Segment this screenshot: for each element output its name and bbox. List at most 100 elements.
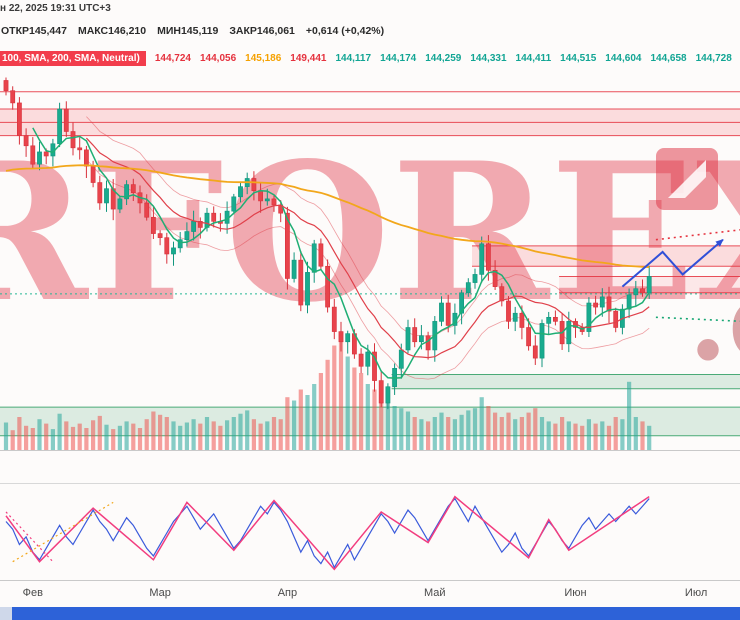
- candle: [298, 259, 304, 306]
- candle: [599, 296, 605, 308]
- change-value: +0,614 (+0,42%): [305, 25, 385, 37]
- candle: [258, 190, 263, 202]
- month-label[interactable]: Июн: [564, 587, 586, 599]
- candle: [97, 182, 103, 204]
- volume-bar: [117, 425, 122, 450]
- bottom-scrollbar-notch[interactable]: [0, 607, 12, 620]
- month-label[interactable]: Апр: [278, 587, 297, 599]
- volume-bar: [519, 417, 524, 450]
- candle: [325, 265, 330, 308]
- volume-bar: [472, 408, 478, 450]
- volume-bar: [432, 417, 437, 450]
- oscillator-line: [5, 497, 650, 569]
- indicator-value: 144,174: [380, 53, 417, 64]
- volume-bar: [184, 422, 189, 450]
- candle: [251, 178, 257, 192]
- volume-bar: [365, 384, 370, 450]
- candle: [606, 296, 612, 312]
- month-label[interactable]: Май: [424, 587, 446, 599]
- candle: [264, 198, 270, 202]
- low-value: МИН145,119: [157, 25, 219, 37]
- volume-bar: [566, 421, 571, 450]
- volume-bar: [533, 408, 538, 450]
- volume-bar: [372, 389, 377, 450]
- ma-projection-red: [655, 229, 740, 241]
- watermark-logo-square: [656, 148, 718, 210]
- indicator-value: 145,186: [245, 53, 282, 64]
- ma-mid: [85, 137, 650, 359]
- candle: [144, 202, 150, 218]
- candle: [117, 198, 123, 210]
- candle: [90, 165, 96, 183]
- indicator-value: 144,728: [695, 53, 732, 64]
- indicator-label-chip[interactable]: 100, SMA, 200, SMA, Neutral): [0, 51, 146, 66]
- volume-bar: [104, 424, 109, 450]
- month-label[interactable]: Июл: [685, 587, 707, 599]
- candle: [398, 349, 404, 369]
- high-value: МАКС146,210: [77, 25, 147, 37]
- volume-bar: [191, 419, 196, 450]
- volume-bar: [486, 406, 491, 450]
- forecast-arrow: [621, 238, 724, 288]
- candle: [439, 302, 444, 322]
- candle: [305, 272, 310, 306]
- candle: [3, 80, 9, 91]
- candle: [445, 302, 451, 326]
- volume-bar: [97, 415, 102, 450]
- candle: [425, 335, 431, 351]
- volume-bars: [3, 340, 652, 450]
- candle: [30, 145, 36, 165]
- volume-bar: [84, 428, 89, 450]
- volume-bar: [271, 417, 277, 450]
- volume-bar: [10, 430, 15, 450]
- candle: [385, 386, 391, 404]
- close-value: ЗАКР146,061: [229, 25, 295, 37]
- volume-bar: [466, 410, 471, 450]
- volume-bar: [526, 412, 531, 450]
- volume-bar: [171, 421, 176, 450]
- volume-bar: [318, 373, 323, 450]
- volume-bar: [164, 417, 169, 450]
- candle: [492, 270, 498, 287]
- volume-bar: [620, 419, 625, 450]
- volume-bar: [198, 423, 203, 450]
- volume-bar: [613, 417, 618, 450]
- volume-bar: [204, 417, 210, 450]
- volume-bar: [151, 411, 156, 450]
- volume-bar: [57, 413, 62, 450]
- volume-bar: [499, 417, 504, 450]
- volume-bar: [439, 412, 444, 450]
- volume-bar: [573, 423, 578, 450]
- volume-bar: [3, 422, 9, 450]
- candle: [157, 233, 163, 238]
- indicator-value: 144,658: [650, 53, 687, 64]
- candle: [104, 188, 109, 204]
- candle: [338, 331, 344, 343]
- candle: [284, 212, 290, 279]
- month-label[interactable]: Фев: [23, 587, 43, 599]
- bottom-scrollbar[interactable]: [0, 607, 740, 620]
- volume-bar: [426, 421, 431, 450]
- candle: [566, 321, 572, 345]
- volume-bar: [586, 419, 591, 450]
- candle: [459, 292, 464, 314]
- candle: [124, 184, 129, 200]
- ma-projection-green: [655, 316, 740, 323]
- candle: [291, 259, 297, 279]
- watermark-forex-text: RFOREX: [0, 121, 740, 344]
- volume-bar: [17, 417, 22, 450]
- candle: [512, 312, 518, 322]
- candle: [345, 333, 351, 343]
- volume-bar: [305, 395, 310, 450]
- ma-slow: [5, 164, 650, 268]
- volume-bar: [633, 417, 638, 450]
- volume-bar: [419, 419, 424, 450]
- oscillator-pane: [0, 483, 740, 581]
- volume-bar: [379, 395, 384, 450]
- volume-bar: [231, 417, 236, 450]
- candle: [16, 102, 22, 136]
- month-label[interactable]: Мар: [149, 587, 171, 599]
- volume-bar: [44, 423, 49, 450]
- candle: [472, 274, 478, 283]
